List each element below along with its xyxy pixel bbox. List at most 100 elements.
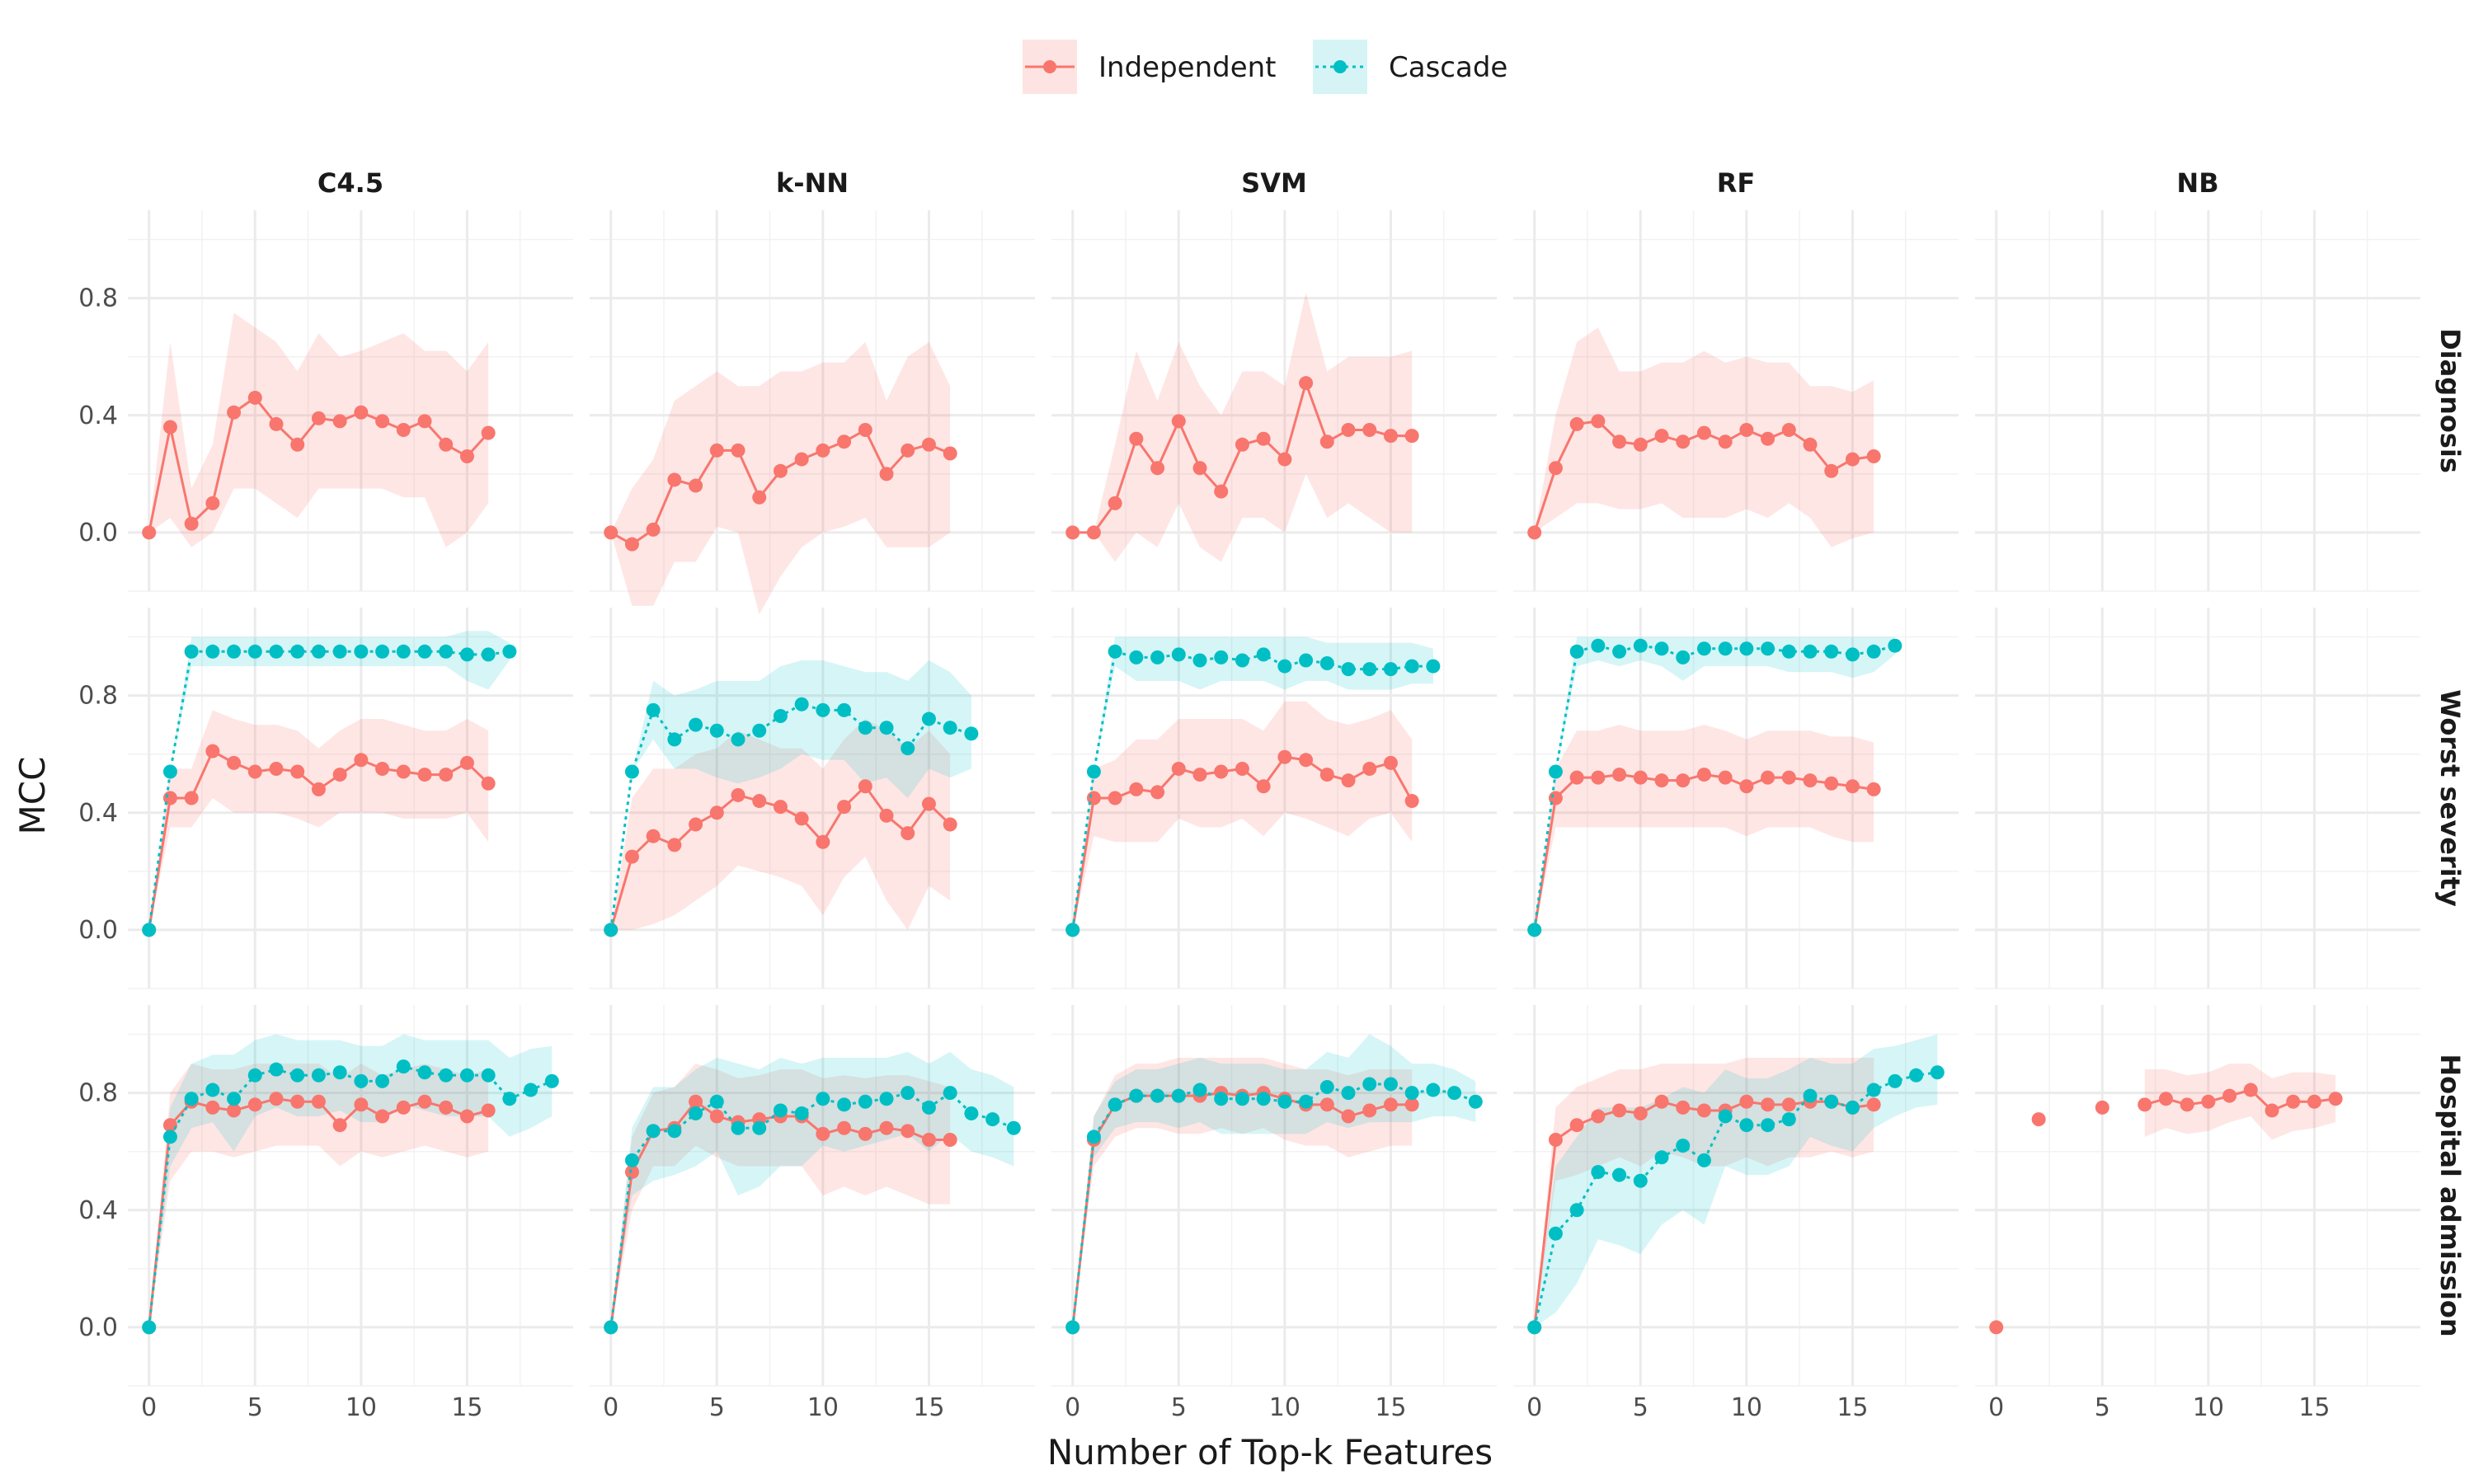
data-point-independent	[1845, 452, 1860, 467]
strip-label-nb: NB	[2176, 167, 2218, 199]
data-point-independent	[646, 522, 661, 537]
data-point-independent	[1256, 779, 1271, 794]
panel-diagnosis-c4-5: 0.0 0.4 0.8	[78, 210, 573, 592]
data-point-independent	[311, 1094, 326, 1109]
y-tick-label: 0.4	[78, 799, 118, 828]
data-point-cascade	[1781, 1112, 1796, 1127]
data-point-cascade	[1676, 650, 1691, 665]
series-line-cascade	[1533, 1071, 1938, 1328]
data-point-cascade	[752, 1120, 767, 1135]
data-point-independent	[1319, 768, 1334, 782]
y-tick-label: 0.8	[78, 682, 118, 711]
data-point-independent	[354, 1097, 369, 1112]
data-point-cascade	[794, 1106, 809, 1120]
strip-label-worst-severity: Worst severity	[2434, 689, 2466, 907]
data-point-independent	[1612, 1103, 1627, 1118]
data-point-independent	[227, 1103, 242, 1118]
data-point-cascade	[1065, 1320, 1080, 1335]
data-point-independent	[354, 753, 369, 768]
data-point-cascade	[1192, 653, 1207, 668]
data-point-independent	[1129, 782, 1144, 796]
data-point-independent	[1383, 755, 1398, 770]
data-point-independent	[794, 811, 809, 826]
data-point-cascade	[459, 1068, 474, 1082]
data-point-independent	[1696, 768, 1711, 782]
x-tick-label: 15	[1375, 1393, 1406, 1422]
data-point-cascade	[1930, 1065, 1945, 1080]
data-point-independent	[1781, 1097, 1796, 1112]
data-point-independent	[731, 443, 745, 458]
data-point-cascade	[375, 644, 390, 659]
data-point-cascade	[1341, 662, 1356, 677]
data-point-cascade	[502, 1092, 517, 1106]
data-point-independent	[1633, 770, 1648, 785]
data-point-independent	[1065, 525, 1080, 540]
y-tick-label: 0.0	[78, 519, 118, 547]
data-point-independent	[2201, 1094, 2216, 1109]
data-point-cascade	[1086, 764, 1101, 779]
data-point-independent	[773, 463, 788, 478]
panel-diagnosis-rf	[1513, 210, 1959, 592]
data-point-independent	[375, 1109, 390, 1124]
ribbon-independent	[610, 719, 951, 930]
data-point-independent	[1150, 785, 1165, 800]
data-point-cascade	[311, 644, 326, 659]
data-point-independent	[1781, 770, 1796, 785]
data-point-cascade	[752, 723, 767, 738]
data-point-independent	[773, 800, 788, 815]
data-point-independent	[901, 443, 915, 458]
data-point-independent	[624, 849, 639, 864]
ribbon-independent	[610, 341, 951, 615]
data-point-independent	[1866, 449, 1881, 464]
data-point-independent	[709, 1109, 724, 1124]
data-point-cascade	[1718, 641, 1733, 656]
data-point-cascade	[1591, 1165, 1606, 1180]
panel-worst-severity-svm	[1051, 608, 1497, 989]
data-point-independent	[1633, 1106, 1648, 1120]
ribbon-cascade	[1534, 636, 1895, 930]
data-point-cascade	[604, 1320, 618, 1335]
data-point-independent	[1404, 429, 1419, 444]
data-point-cascade	[1781, 644, 1796, 659]
panel-worst-severity-nb	[1975, 608, 2420, 989]
data-point-independent	[624, 537, 639, 552]
data-point-cascade	[1129, 650, 1144, 665]
data-point-independent	[142, 525, 157, 540]
data-point-independent	[269, 761, 284, 776]
legend-point-cascade	[1333, 60, 1347, 73]
panel-hospital-admission-svm: 0 5 10 15	[1051, 1005, 1497, 1422]
data-point-independent	[837, 800, 852, 815]
y-tick-label: 0.4	[78, 1196, 118, 1225]
data-point-independent	[1299, 753, 1314, 768]
data-point-cascade	[1150, 650, 1165, 665]
ribbon-independent	[148, 312, 489, 547]
data-point-independent	[1569, 1118, 1584, 1133]
data-point-cascade	[879, 1092, 894, 1106]
x-tick-label: 0	[141, 1393, 157, 1422]
data-point-independent	[1214, 764, 1229, 779]
data-point-independent	[921, 796, 936, 811]
data-point-independent	[205, 1100, 220, 1115]
data-point-cascade	[1362, 1077, 1377, 1092]
data-point-independent	[184, 516, 199, 531]
data-point-cascade	[1214, 1092, 1229, 1106]
data-point-cascade	[837, 1097, 852, 1112]
data-point-independent	[396, 764, 411, 779]
data-point-independent	[752, 490, 767, 505]
data-point-independent	[417, 768, 432, 782]
data-point-cascade	[1909, 1068, 1924, 1082]
data-point-independent	[481, 1103, 496, 1118]
data-point-cascade	[604, 923, 618, 937]
data-point-cascade	[1739, 1118, 1754, 1133]
legend-label-cascade: Cascade	[1389, 51, 1507, 84]
data-point-cascade	[1108, 644, 1122, 659]
data-point-cascade	[184, 644, 199, 659]
data-point-independent	[1150, 461, 1165, 476]
data-point-cascade	[1761, 641, 1776, 656]
data-point-independent	[921, 1132, 936, 1147]
legend-point-independent	[1043, 60, 1056, 73]
data-point-independent	[943, 446, 957, 461]
data-point-independent	[943, 1132, 957, 1147]
data-point-cascade	[921, 711, 936, 726]
data-point-cascade	[794, 697, 809, 711]
